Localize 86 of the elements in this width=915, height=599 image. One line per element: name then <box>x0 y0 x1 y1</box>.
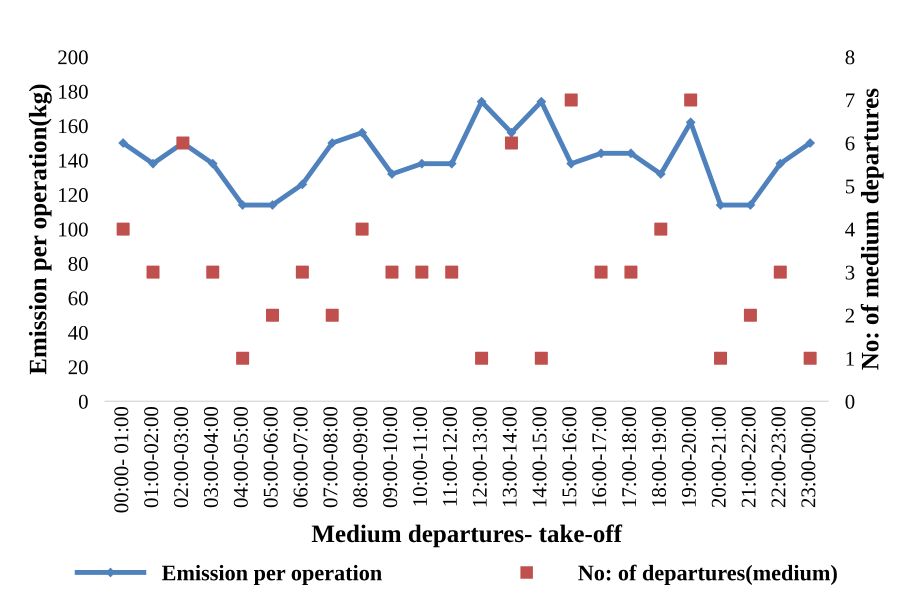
point <box>804 352 817 365</box>
x-tick-label: 10:00-11:00 <box>413 406 428 506</box>
x-tick-label: 11:00-12:00 <box>442 406 458 506</box>
y-axis-title: Emission per operation(kg) <box>28 84 52 374</box>
legend-label: No: of departures(medium) <box>578 564 837 585</box>
point <box>806 138 815 148</box>
point <box>328 138 337 148</box>
point <box>415 266 428 279</box>
point <box>714 352 728 365</box>
y2-tick-label: 7 <box>846 94 855 108</box>
x-tick-label: 14:00-15:00 <box>532 406 547 506</box>
y-tick-label: 100 <box>59 222 88 237</box>
point <box>566 159 576 168</box>
y2-tick-label: 8 <box>846 50 854 64</box>
point <box>116 222 130 236</box>
y2-tick-label: 0 <box>846 394 854 409</box>
x-tick-label: 04:00-05:00 <box>234 406 248 508</box>
point <box>504 136 518 150</box>
x-tick-label: 12:00-13:00 <box>472 406 487 506</box>
point <box>206 266 220 279</box>
x-tick-label: 18:00-19:00 <box>652 406 666 506</box>
point <box>357 128 367 138</box>
point <box>656 169 666 179</box>
point <box>298 180 307 189</box>
y-tick-label: 80 <box>68 256 88 271</box>
point <box>776 159 785 168</box>
point <box>774 266 787 279</box>
x-tick-label: 17:00-18:00 <box>622 406 636 506</box>
point <box>266 308 279 322</box>
y2-tick-label: 1 <box>846 352 854 366</box>
y2-axis-title: No: of medium departures <box>860 88 884 370</box>
point <box>387 169 397 179</box>
point <box>208 159 218 168</box>
x-tick-label: 02:00-03:00 <box>174 406 188 508</box>
x-tick-label: 07:00-08:00 <box>323 406 338 508</box>
point <box>744 308 757 322</box>
x-tick-label: 06:00-07:00 <box>294 406 308 508</box>
point <box>594 266 608 279</box>
y2-tick-label: 6 <box>846 136 855 150</box>
point <box>564 93 578 106</box>
x-tick-label: 13:00-14:00 <box>502 406 517 506</box>
point <box>148 159 158 168</box>
y2-tick-label: 2 <box>846 308 854 322</box>
point <box>654 222 668 236</box>
y2-tick-label: 3 <box>846 266 854 280</box>
point <box>476 97 486 106</box>
legend-label: Emission per operation <box>162 564 382 585</box>
point <box>326 308 339 322</box>
x-tick-label: 15:00-16:00 <box>562 406 576 506</box>
x-tick-label: 16:00-17:00 <box>592 406 606 506</box>
point <box>296 266 309 279</box>
x-tick-label: 01:00-02:00 <box>144 406 158 508</box>
y-tick-label: 120 <box>59 188 88 202</box>
point <box>356 222 369 236</box>
point <box>684 93 698 106</box>
point <box>146 266 160 279</box>
x-tick-label: 03:00-04:00 <box>204 406 218 508</box>
x-tick-label: 22:00-23:00 <box>771 406 786 508</box>
y2-tick-label: 5 <box>846 180 854 194</box>
x-tick-label: 23:00-00:00 <box>801 406 816 508</box>
point <box>534 352 548 365</box>
x-tick-label: 08:00-09:00 <box>353 406 368 508</box>
point <box>506 128 516 138</box>
x-tick-label: 19:00-20:00 <box>682 406 696 506</box>
y-tick-label: 160 <box>59 119 88 134</box>
x-axis-title: Medium departures- take-off <box>312 524 622 548</box>
y-tick-label: 40 <box>68 326 88 340</box>
y-tick-label: 140 <box>59 154 88 168</box>
y2-tick-label: 4 <box>845 222 855 236</box>
x-tick-label: 20:00-21:00 <box>712 406 726 508</box>
point <box>624 266 638 279</box>
x-tick-label: 00:00- 01:00 <box>114 406 128 512</box>
point <box>475 352 488 365</box>
y-tick-label: 0 <box>78 394 88 409</box>
y-tick-label: 60 <box>68 291 88 306</box>
point <box>118 138 128 148</box>
point <box>385 266 398 279</box>
y-tick-label: 20 <box>68 360 88 374</box>
x-tick-label: 09:00-10:00 <box>383 406 398 508</box>
y-tick-label: 200 <box>58 50 88 64</box>
x-tick-label: 05:00-06:00 <box>264 406 278 508</box>
point <box>236 352 250 365</box>
y-tick-label: 180 <box>59 84 88 99</box>
point <box>536 97 546 106</box>
x-tick-label: 21:00-22:00 <box>742 406 756 508</box>
point <box>445 266 458 279</box>
